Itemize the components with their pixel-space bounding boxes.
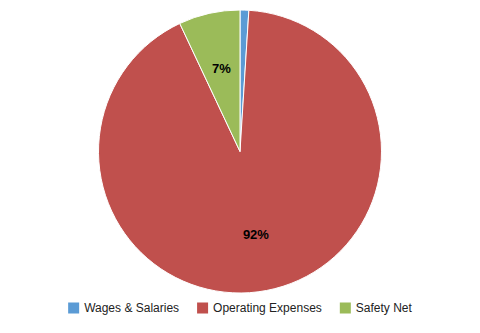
slices [98, 10, 381, 293]
legend-item: Wages & Salaries [68, 301, 179, 315]
legend-item: Operating Expenses [197, 301, 322, 315]
pie-slice [180, 10, 240, 152]
slice-label: 92% [243, 227, 269, 242]
legend: Wages & Salaries Operating Expenses Safety… [68, 301, 412, 315]
legend-label: Safety Net [356, 301, 413, 315]
legend-label: Operating Expenses [213, 301, 322, 315]
slice-labels: 92% 7% [212, 61, 269, 242]
chart: 92% 7% Wages & Salaries Operating Expenses S… [0, 0, 480, 333]
legend-item: Safety Net [340, 301, 413, 315]
legend-swatch [197, 303, 208, 314]
legend-swatch [340, 303, 351, 314]
pie-slice [98, 10, 381, 293]
legend-swatch [68, 303, 79, 314]
slice-label: 7% [212, 61, 231, 76]
legend-label: Wages & Salaries [84, 301, 179, 315]
